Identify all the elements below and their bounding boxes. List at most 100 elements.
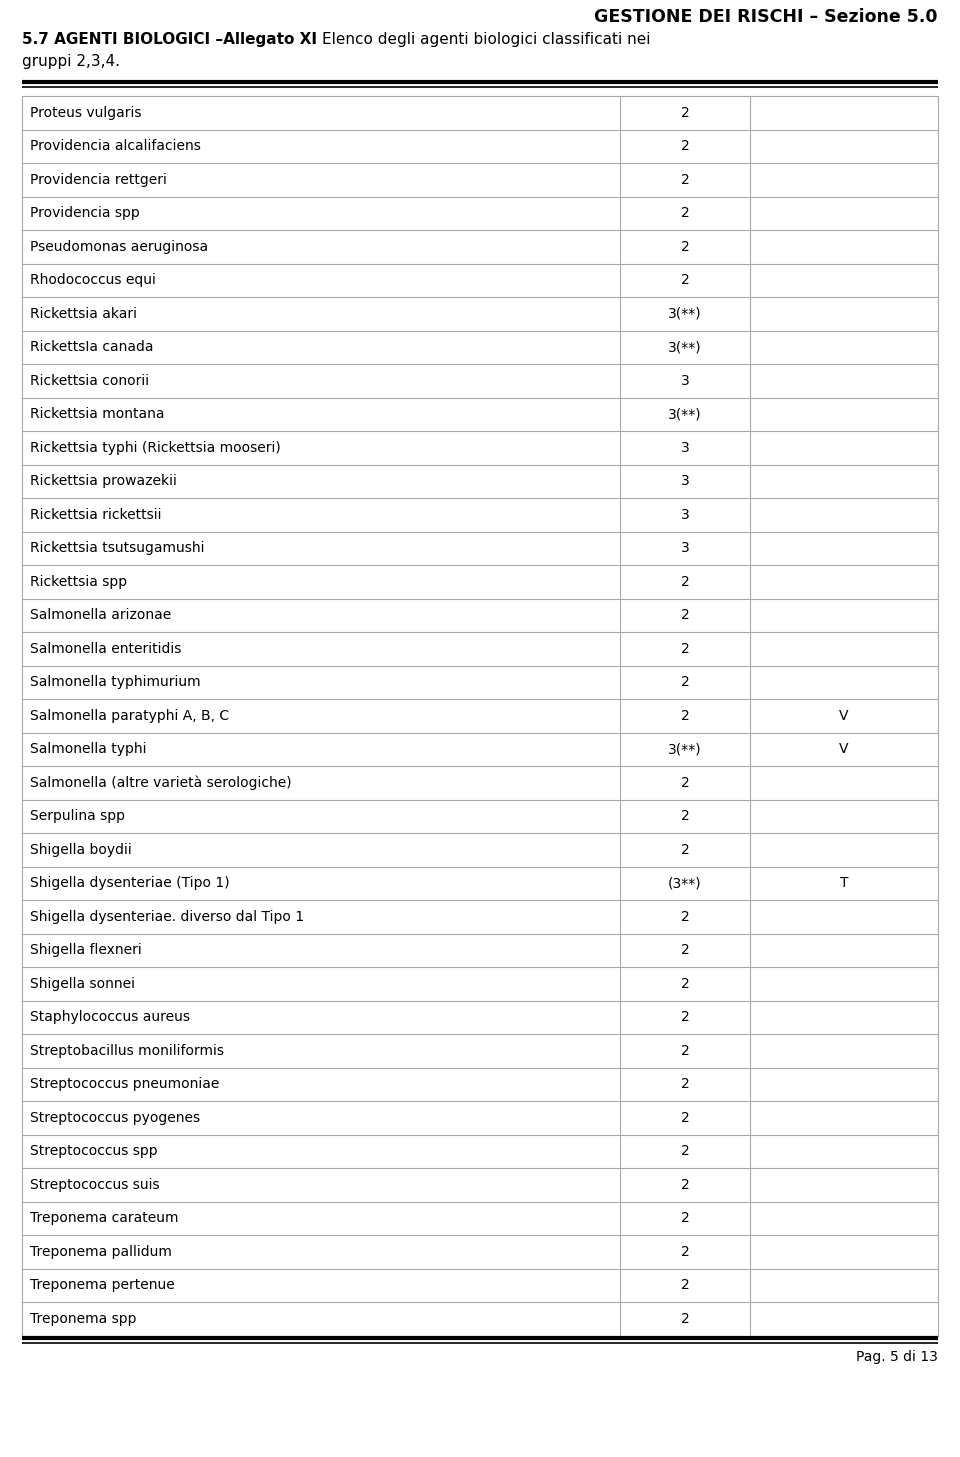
Bar <box>22 230 938 264</box>
Text: Treponema spp: Treponema spp <box>30 1311 136 1326</box>
Text: 2: 2 <box>681 1077 689 1091</box>
Text: Treponema pallidum: Treponema pallidum <box>30 1244 172 1259</box>
Text: 2: 2 <box>681 1311 689 1326</box>
Text: Salmonella enteritidis: Salmonella enteritidis <box>30 641 181 656</box>
Text: Rickettsia spp: Rickettsia spp <box>30 574 127 589</box>
Bar <box>22 264 938 297</box>
Bar <box>22 465 938 498</box>
Bar <box>22 800 938 833</box>
Text: Streptococcus suis: Streptococcus suis <box>30 1177 159 1192</box>
Bar <box>22 733 938 766</box>
Text: Salmonella typhi: Salmonella typhi <box>30 742 147 756</box>
Bar <box>22 699 938 733</box>
Text: 2: 2 <box>681 1110 689 1125</box>
Bar <box>22 1169 938 1202</box>
Text: Proteus vulgaris: Proteus vulgaris <box>30 106 141 119</box>
Text: Treponema carateum: Treponema carateum <box>30 1211 179 1225</box>
Text: Salmonella (altre varietà serologiche): Salmonella (altre varietà serologiche) <box>30 775 292 790</box>
Text: 2: 2 <box>681 909 689 924</box>
Text: 2: 2 <box>681 106 689 119</box>
Text: Rickettsia conorii: Rickettsia conorii <box>30 374 149 388</box>
Bar <box>22 297 938 331</box>
Bar <box>22 331 938 364</box>
Text: 3(**): 3(**) <box>668 408 702 421</box>
Text: Shigella sonnei: Shigella sonnei <box>30 976 135 991</box>
Text: 2: 2 <box>681 943 689 957</box>
Bar <box>22 599 938 632</box>
Text: GESTIONE DEI RISCHI – Sezione 5.0: GESTIONE DEI RISCHI – Sezione 5.0 <box>594 7 938 26</box>
Bar <box>22 1135 938 1169</box>
Bar <box>22 1068 938 1101</box>
Text: Streptococcus spp: Streptococcus spp <box>30 1144 157 1158</box>
Text: 2: 2 <box>681 708 689 723</box>
Text: Providencia spp: Providencia spp <box>30 207 140 220</box>
Text: 2: 2 <box>681 1177 689 1192</box>
Bar <box>22 565 938 599</box>
Text: Salmonella typhimurium: Salmonella typhimurium <box>30 675 201 689</box>
Bar <box>22 364 938 398</box>
Text: Pseudomonas aeruginosa: Pseudomonas aeruginosa <box>30 240 208 254</box>
Text: Rickettsia montana: Rickettsia montana <box>30 408 164 421</box>
Text: Streptobacillus moniliformis: Streptobacillus moniliformis <box>30 1043 224 1058</box>
Text: 2: 2 <box>681 574 689 589</box>
Text: Providencia alcalifaciens: Providencia alcalifaciens <box>30 140 201 153</box>
Text: 2: 2 <box>681 675 689 689</box>
Bar <box>22 532 938 565</box>
Bar <box>22 1202 938 1236</box>
Bar <box>22 197 938 230</box>
Bar <box>22 1101 938 1135</box>
Text: gruppi 2,3,4.: gruppi 2,3,4. <box>22 54 120 68</box>
Text: 2: 2 <box>681 1010 689 1024</box>
Bar <box>22 833 938 867</box>
Text: 3(**): 3(**) <box>668 307 702 321</box>
Bar <box>22 163 938 197</box>
Text: 2: 2 <box>681 1144 689 1158</box>
Text: Rickettsia rickettsii: Rickettsia rickettsii <box>30 507 161 522</box>
Bar <box>22 1001 938 1034</box>
Text: Salmonella paratyphi A, B, C: Salmonella paratyphi A, B, C <box>30 708 229 723</box>
Text: 2: 2 <box>681 809 689 823</box>
Bar <box>22 1236 938 1269</box>
Bar <box>22 666 938 699</box>
Text: 2: 2 <box>681 842 689 857</box>
Bar <box>22 498 938 532</box>
Bar <box>22 1269 938 1303</box>
Bar <box>22 1303 938 1336</box>
Text: Providencia rettgeri: Providencia rettgeri <box>30 173 167 186</box>
Bar <box>22 766 938 800</box>
Text: Rickettsia tsutsugamushi: Rickettsia tsutsugamushi <box>30 541 204 555</box>
Bar <box>22 431 938 465</box>
Text: 2: 2 <box>681 1244 689 1259</box>
Text: 3: 3 <box>681 541 689 555</box>
Text: Salmonella arizonae: Salmonella arizonae <box>30 608 171 622</box>
Bar <box>22 867 938 900</box>
Bar <box>22 1034 938 1068</box>
Text: Shigella flexneri: Shigella flexneri <box>30 943 142 957</box>
Bar <box>22 967 938 1001</box>
Text: 2: 2 <box>681 274 689 287</box>
Text: RickettsIa canada: RickettsIa canada <box>30 341 154 354</box>
Text: 2: 2 <box>681 1278 689 1292</box>
Text: Pag. 5 di 13: Pag. 5 di 13 <box>856 1351 938 1365</box>
Text: Staphylococcus aureus: Staphylococcus aureus <box>30 1010 190 1024</box>
Text: Rickettsia typhi (Rickettsia mooseri): Rickettsia typhi (Rickettsia mooseri) <box>30 441 280 455</box>
Text: Rickettsia prowazekii: Rickettsia prowazekii <box>30 474 177 488</box>
Text: Shigella dysenteriae. diverso dal Tipo 1: Shigella dysenteriae. diverso dal Tipo 1 <box>30 909 304 924</box>
Text: 2: 2 <box>681 976 689 991</box>
Bar <box>22 934 938 967</box>
Text: V: V <box>839 742 849 756</box>
Text: V: V <box>839 708 849 723</box>
Text: 3(**): 3(**) <box>668 742 702 756</box>
Bar <box>22 398 938 431</box>
Text: 2: 2 <box>681 775 689 790</box>
Text: Treponema pertenue: Treponema pertenue <box>30 1278 175 1292</box>
Text: Streptococcus pneumoniae: Streptococcus pneumoniae <box>30 1077 220 1091</box>
Text: 2: 2 <box>681 1043 689 1058</box>
Text: (3**): (3**) <box>668 876 702 890</box>
Text: 3(**): 3(**) <box>668 341 702 354</box>
Text: 3: 3 <box>681 474 689 488</box>
Text: 3: 3 <box>681 441 689 455</box>
Text: Rhodococcus equi: Rhodococcus equi <box>30 274 156 287</box>
Text: Streptococcus pyogenes: Streptococcus pyogenes <box>30 1110 200 1125</box>
Text: 5.7 AGENTI BIOLOGICI –Allegato XI: 5.7 AGENTI BIOLOGICI –Allegato XI <box>22 32 317 47</box>
